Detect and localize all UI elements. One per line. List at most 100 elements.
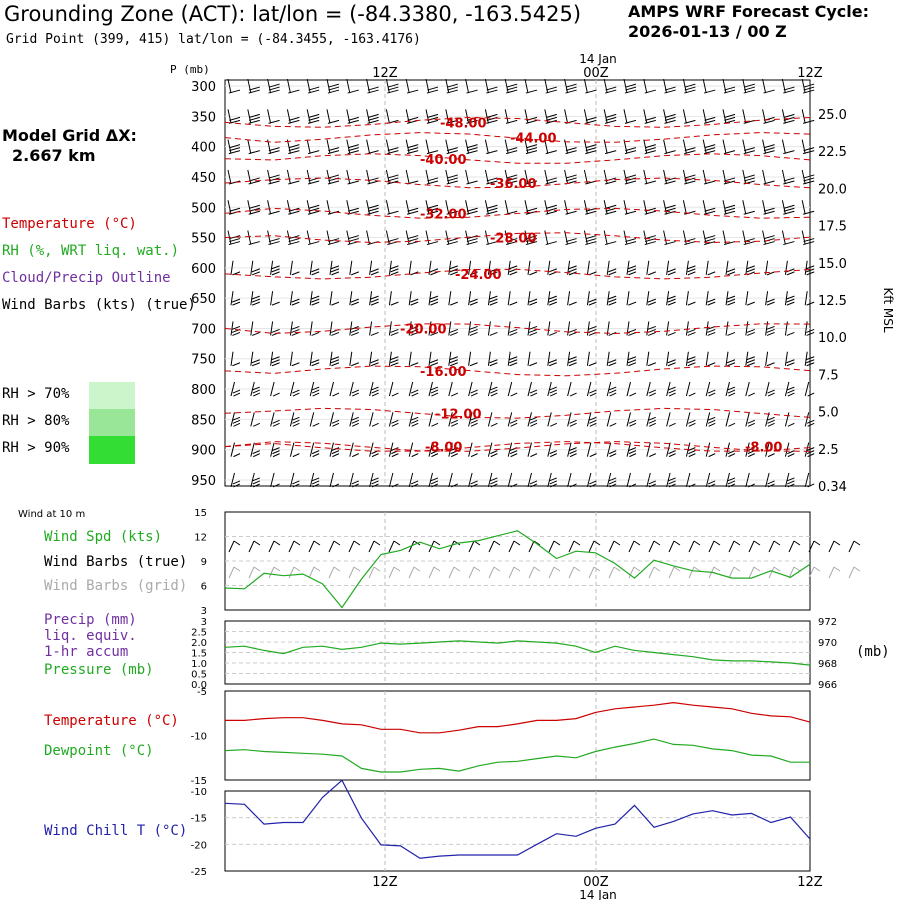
wind-barb-flag	[291, 271, 300, 276]
wind-barb-flag	[645, 147, 656, 152]
wind-barb-staff	[448, 412, 453, 427]
wind-barb-flag	[347, 89, 359, 94]
wind-barb	[507, 412, 518, 427]
wind-barb	[725, 260, 736, 276]
wind-barb-flag	[704, 238, 716, 243]
wind-barb-flag	[704, 147, 716, 152]
wind-barb-staff	[349, 351, 353, 366]
wind-barb-flag	[806, 301, 815, 306]
wind-barb-staff	[250, 291, 254, 306]
forecast-cycle-label: AMPS WRF Forecast Cycle:	[628, 2, 870, 21]
model-grid-dx: Model Grid ΔX: 2.667 km	[2, 126, 137, 166]
wind-barb-flag	[249, 86, 260, 91]
wind-barb-flag	[510, 453, 518, 458]
wind-barb-flag	[350, 328, 359, 333]
wind-barb-flag	[649, 483, 657, 488]
wind-barb	[804, 442, 815, 458]
wind-barb	[742, 109, 755, 124]
wind-barb	[765, 442, 775, 458]
wind-barb-staff	[250, 351, 254, 366]
wind-barb	[745, 412, 756, 427]
wind10m-barb-flag	[593, 540, 601, 546]
wind-barb-flag	[370, 386, 379, 391]
wind-barb	[685, 291, 696, 306]
wind-barb-flag	[529, 301, 538, 306]
wind-barb-flag	[490, 389, 498, 394]
wind10m-grid-barb	[328, 566, 335, 579]
wind-barb-staff	[468, 472, 473, 488]
wind-barb-flag	[490, 453, 498, 458]
height-tick-label: 15.0	[818, 257, 847, 272]
wind-barb	[804, 472, 815, 488]
wind-barb-staff	[685, 291, 689, 306]
wind-barb-flag	[723, 89, 736, 94]
legend-cloud: Cloud/Precip Outline	[2, 270, 171, 286]
wind-barb-flag	[624, 119, 637, 124]
wind-barb-flag	[608, 477, 617, 482]
wind-barb	[745, 291, 755, 306]
wind-barb	[468, 351, 478, 367]
wind-barb-flag	[687, 331, 696, 336]
wind-barb-flag	[331, 331, 340, 336]
wind-barb-staff	[564, 78, 569, 94]
wind-barb-flag	[268, 119, 280, 124]
wind-barb-staff	[507, 321, 511, 336]
wind-barb	[626, 291, 637, 306]
wind-barb-flag	[486, 207, 498, 212]
wind-barb	[781, 139, 795, 155]
wind-barb	[484, 109, 498, 124]
wind-barb-flag	[664, 86, 676, 91]
wind-barb	[685, 412, 696, 427]
wind-barb	[623, 78, 637, 94]
wind10m-barb-flag	[293, 540, 301, 546]
wind-barb-flag	[229, 144, 241, 149]
wind-barb-staff	[626, 381, 631, 397]
wind-barb-flag	[312, 453, 320, 458]
wind-barb-flag	[327, 119, 340, 124]
wind-barb	[547, 321, 557, 336]
wind-barb-flag	[406, 210, 419, 215]
wind-barb-flag	[766, 301, 775, 306]
wind-barb-flag	[747, 331, 755, 336]
wind-barb	[527, 291, 538, 306]
wind-barb-staff	[762, 230, 767, 245]
wind-barb	[507, 472, 518, 488]
wind-barb-flag	[566, 83, 577, 88]
wind-barb-flag	[707, 419, 716, 424]
wind-barb-staff	[369, 442, 374, 457]
wind-barb	[388, 351, 399, 367]
wind-barb-flag	[311, 389, 320, 394]
wind10m-barb-flag	[653, 540, 661, 546]
wind-barb-flag	[529, 331, 538, 336]
wind-barb-flag	[387, 89, 399, 94]
wind-barb	[725, 321, 736, 336]
wind-barb-staff	[408, 381, 414, 397]
wind-barb-flag	[271, 265, 280, 270]
wind-barb-staff	[309, 260, 313, 275]
wind-barb-staff	[663, 109, 668, 124]
wind-barb	[784, 381, 795, 397]
wind-barb	[666, 472, 676, 488]
wind-barb	[547, 351, 557, 367]
wind10m-grid-barb	[368, 566, 375, 579]
wind-barb-staff	[623, 78, 628, 94]
wind-barb-flag	[486, 119, 498, 124]
wind-barb-flag	[310, 295, 320, 300]
wind-barb	[270, 472, 280, 488]
wind-barb-staff	[349, 260, 353, 275]
wind10m-grid-barb-flag	[473, 566, 481, 572]
wind-barb-flag	[667, 271, 676, 276]
wind-barb	[646, 412, 657, 427]
wind-barb-flag	[747, 419, 755, 424]
wind-barb-staff	[484, 78, 489, 94]
wind-barb-flag	[252, 389, 260, 394]
wind-barb-staff	[527, 260, 531, 275]
wind-barb-flag	[509, 362, 518, 367]
wind-barb-flag	[549, 386, 557, 391]
wind-barb	[804, 351, 815, 367]
wind-barb-staff	[801, 139, 806, 154]
wind-barb-flag	[748, 392, 756, 397]
wind-barb	[666, 291, 676, 306]
wind-barb	[227, 139, 241, 155]
wind-barb-flag	[370, 331, 379, 336]
